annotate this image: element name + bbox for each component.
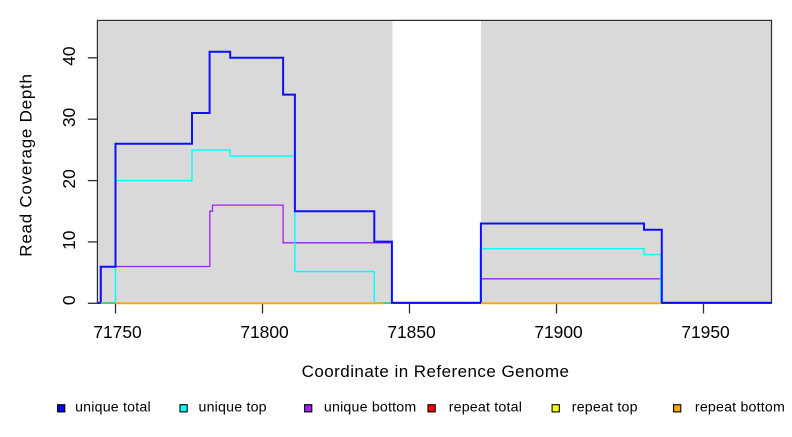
svg-text:0: 0 (59, 295, 79, 305)
svg-text:unique bottom: unique bottom (324, 399, 417, 415)
svg-text:30: 30 (59, 108, 79, 127)
svg-text:71950: 71950 (681, 322, 729, 342)
svg-text:71900: 71900 (534, 322, 582, 342)
svg-text:unique top: unique top (199, 399, 267, 415)
svg-text:71850: 71850 (387, 322, 435, 342)
svg-text:10: 10 (59, 231, 79, 250)
svg-text:40: 40 (59, 46, 79, 65)
svg-text:20: 20 (59, 169, 79, 188)
svg-text:repeat top: repeat top (572, 399, 638, 415)
svg-text:71800: 71800 (240, 322, 288, 342)
svg-text:Read Coverage Depth: Read Coverage Depth (17, 73, 36, 256)
svg-text:Coordinate in Reference Genome: Coordinate in Reference Genome (302, 362, 570, 381)
svg-text:unique total: unique total (75, 399, 151, 415)
svg-text:repeat bottom: repeat bottom (695, 399, 785, 415)
svg-text:71750: 71750 (93, 322, 141, 342)
svg-text:repeat total: repeat total (449, 399, 522, 415)
